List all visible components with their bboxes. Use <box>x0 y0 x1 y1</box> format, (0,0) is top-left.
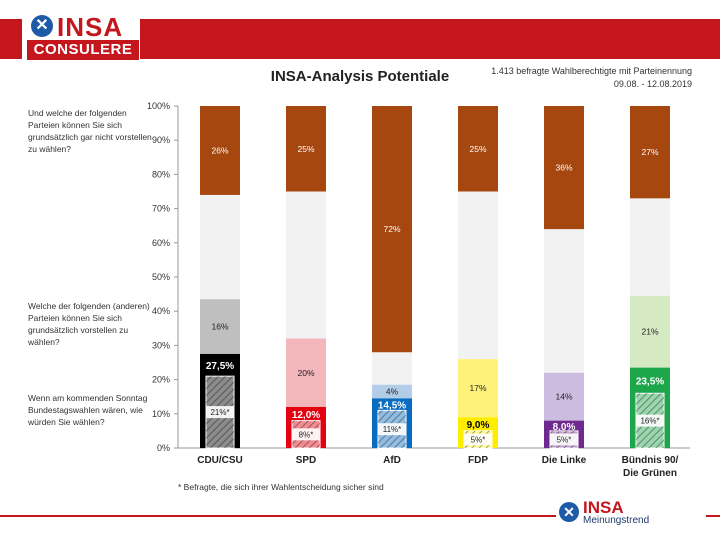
y-tick-label: 50% <box>152 272 170 282</box>
x-category-label: AfD <box>383 455 401 466</box>
bar-segment-reject <box>372 106 412 353</box>
bar-segment-potential <box>286 338 326 407</box>
data-label-vote: 14,5% <box>378 400 406 411</box>
data-label-potential: 14% <box>555 392 572 402</box>
bar-segment-remainder <box>200 194 240 300</box>
footer-subbrand: Meinungstrend <box>583 515 650 526</box>
bar-segment-remainder <box>544 229 584 373</box>
chart-title: INSA-Analysis Potentiale <box>270 68 450 85</box>
bar-segment-potential <box>544 372 584 421</box>
bar-segment-remainder <box>372 352 412 385</box>
question-vote: Wenn am kommenden Sonntag Bundestagswahl… <box>28 393 148 427</box>
x-category-label: CDU/CSU <box>197 455 243 466</box>
x-cross-icon: ✕ <box>31 15 53 37</box>
footnote: * Befragte, die sich ihrer Wahlentscheid… <box>178 482 384 492</box>
y-tick-label: 80% <box>152 169 170 179</box>
data-label-sure: 11%* <box>383 425 402 434</box>
x-category-label: SPD <box>296 455 317 466</box>
bar-segment-remainder <box>458 191 498 360</box>
bar-segment-reject <box>200 106 240 195</box>
date-note: 09.08. - 12.08.2019 <box>613 79 692 89</box>
y-tick-label: 30% <box>152 340 170 350</box>
footer-brand: INSA <box>583 498 624 517</box>
data-label-sure: 8%* <box>299 430 314 439</box>
data-label-potential: 16% <box>211 322 228 332</box>
data-label-sure: 21%* <box>210 408 229 417</box>
data-label-vote: 8,0% <box>553 422 576 433</box>
bar-segment-reject <box>544 106 584 230</box>
data-label-potential: 4% <box>386 387 399 397</box>
y-tick-label: 0% <box>157 443 170 453</box>
y-tick-label: 20% <box>152 375 170 385</box>
x-category-label: Die Grünen <box>623 468 677 479</box>
bar-segment-reject <box>630 106 670 199</box>
bar-segment-remainder <box>286 191 326 339</box>
question-potential: Welche der folgenden (anderen) Parteien … <box>28 301 150 347</box>
x-category-label: FDP <box>468 455 488 466</box>
data-label-potential: 17% <box>469 383 486 393</box>
y-tick-label: 10% <box>152 409 170 419</box>
bar-segment-potential <box>458 359 498 418</box>
question-reject: Und welche der folgenden Parteien können… <box>28 108 152 154</box>
data-label-vote: 27,5% <box>206 361 234 372</box>
data-label-reject: 72% <box>383 224 400 234</box>
y-tick-label: 60% <box>152 238 170 248</box>
y-tick-label: 90% <box>152 135 170 145</box>
data-label-potential: 20% <box>297 368 314 378</box>
data-label-vote: 12,0% <box>292 410 320 421</box>
y-tick-label: 40% <box>152 306 170 316</box>
data-label-sure-bg <box>464 433 492 446</box>
x-category-label: Die Linke <box>542 455 587 466</box>
data-label-sure-bg <box>292 428 320 441</box>
y-tick-label: 70% <box>152 204 170 214</box>
y-tick-label: 100% <box>147 101 170 111</box>
data-label-sure: 5%* <box>471 435 486 444</box>
logo-brand: INSA <box>57 12 124 42</box>
footer-line <box>0 515 720 517</box>
data-label-potential: 21% <box>641 327 658 337</box>
sample-note: 1.413 befragte Wahlberechtigte mit Parte… <box>491 66 692 76</box>
data-label-sure-bg <box>206 406 234 419</box>
x-category-label: Bündnis 90/ <box>622 455 679 466</box>
data-label-vote: 23,5% <box>636 376 664 387</box>
data-label-reject: 26% <box>211 145 228 155</box>
footer-logo: ✕ INSA Meinungstrend <box>556 498 706 530</box>
data-label-reject: 25% <box>297 144 314 154</box>
data-label-sure-bg <box>378 423 406 436</box>
bar-segment-potential <box>630 295 670 368</box>
data-label-vote: 9,0% <box>467 420 490 431</box>
bar-segment-reject <box>458 106 498 192</box>
data-label-sure: 5%* <box>557 435 572 444</box>
logo-subtitle: CONSULERE <box>27 40 139 60</box>
data-label-sure: 16%* <box>640 417 659 426</box>
insa-logo: ✕ INSA <box>27 12 139 42</box>
data-label-reject: 36% <box>555 163 572 173</box>
data-label-reject: 25% <box>469 144 486 154</box>
bar-segment-potential <box>200 299 240 354</box>
data-label-sure-bg <box>550 433 578 446</box>
bar-segment-potential <box>372 384 412 399</box>
data-label-sure-bg <box>636 414 664 427</box>
x-cross-icon: ✕ <box>559 502 579 522</box>
bar-segment-reject <box>286 106 326 192</box>
data-label-reject: 27% <box>641 147 658 157</box>
bar-segment-remainder <box>630 198 670 296</box>
